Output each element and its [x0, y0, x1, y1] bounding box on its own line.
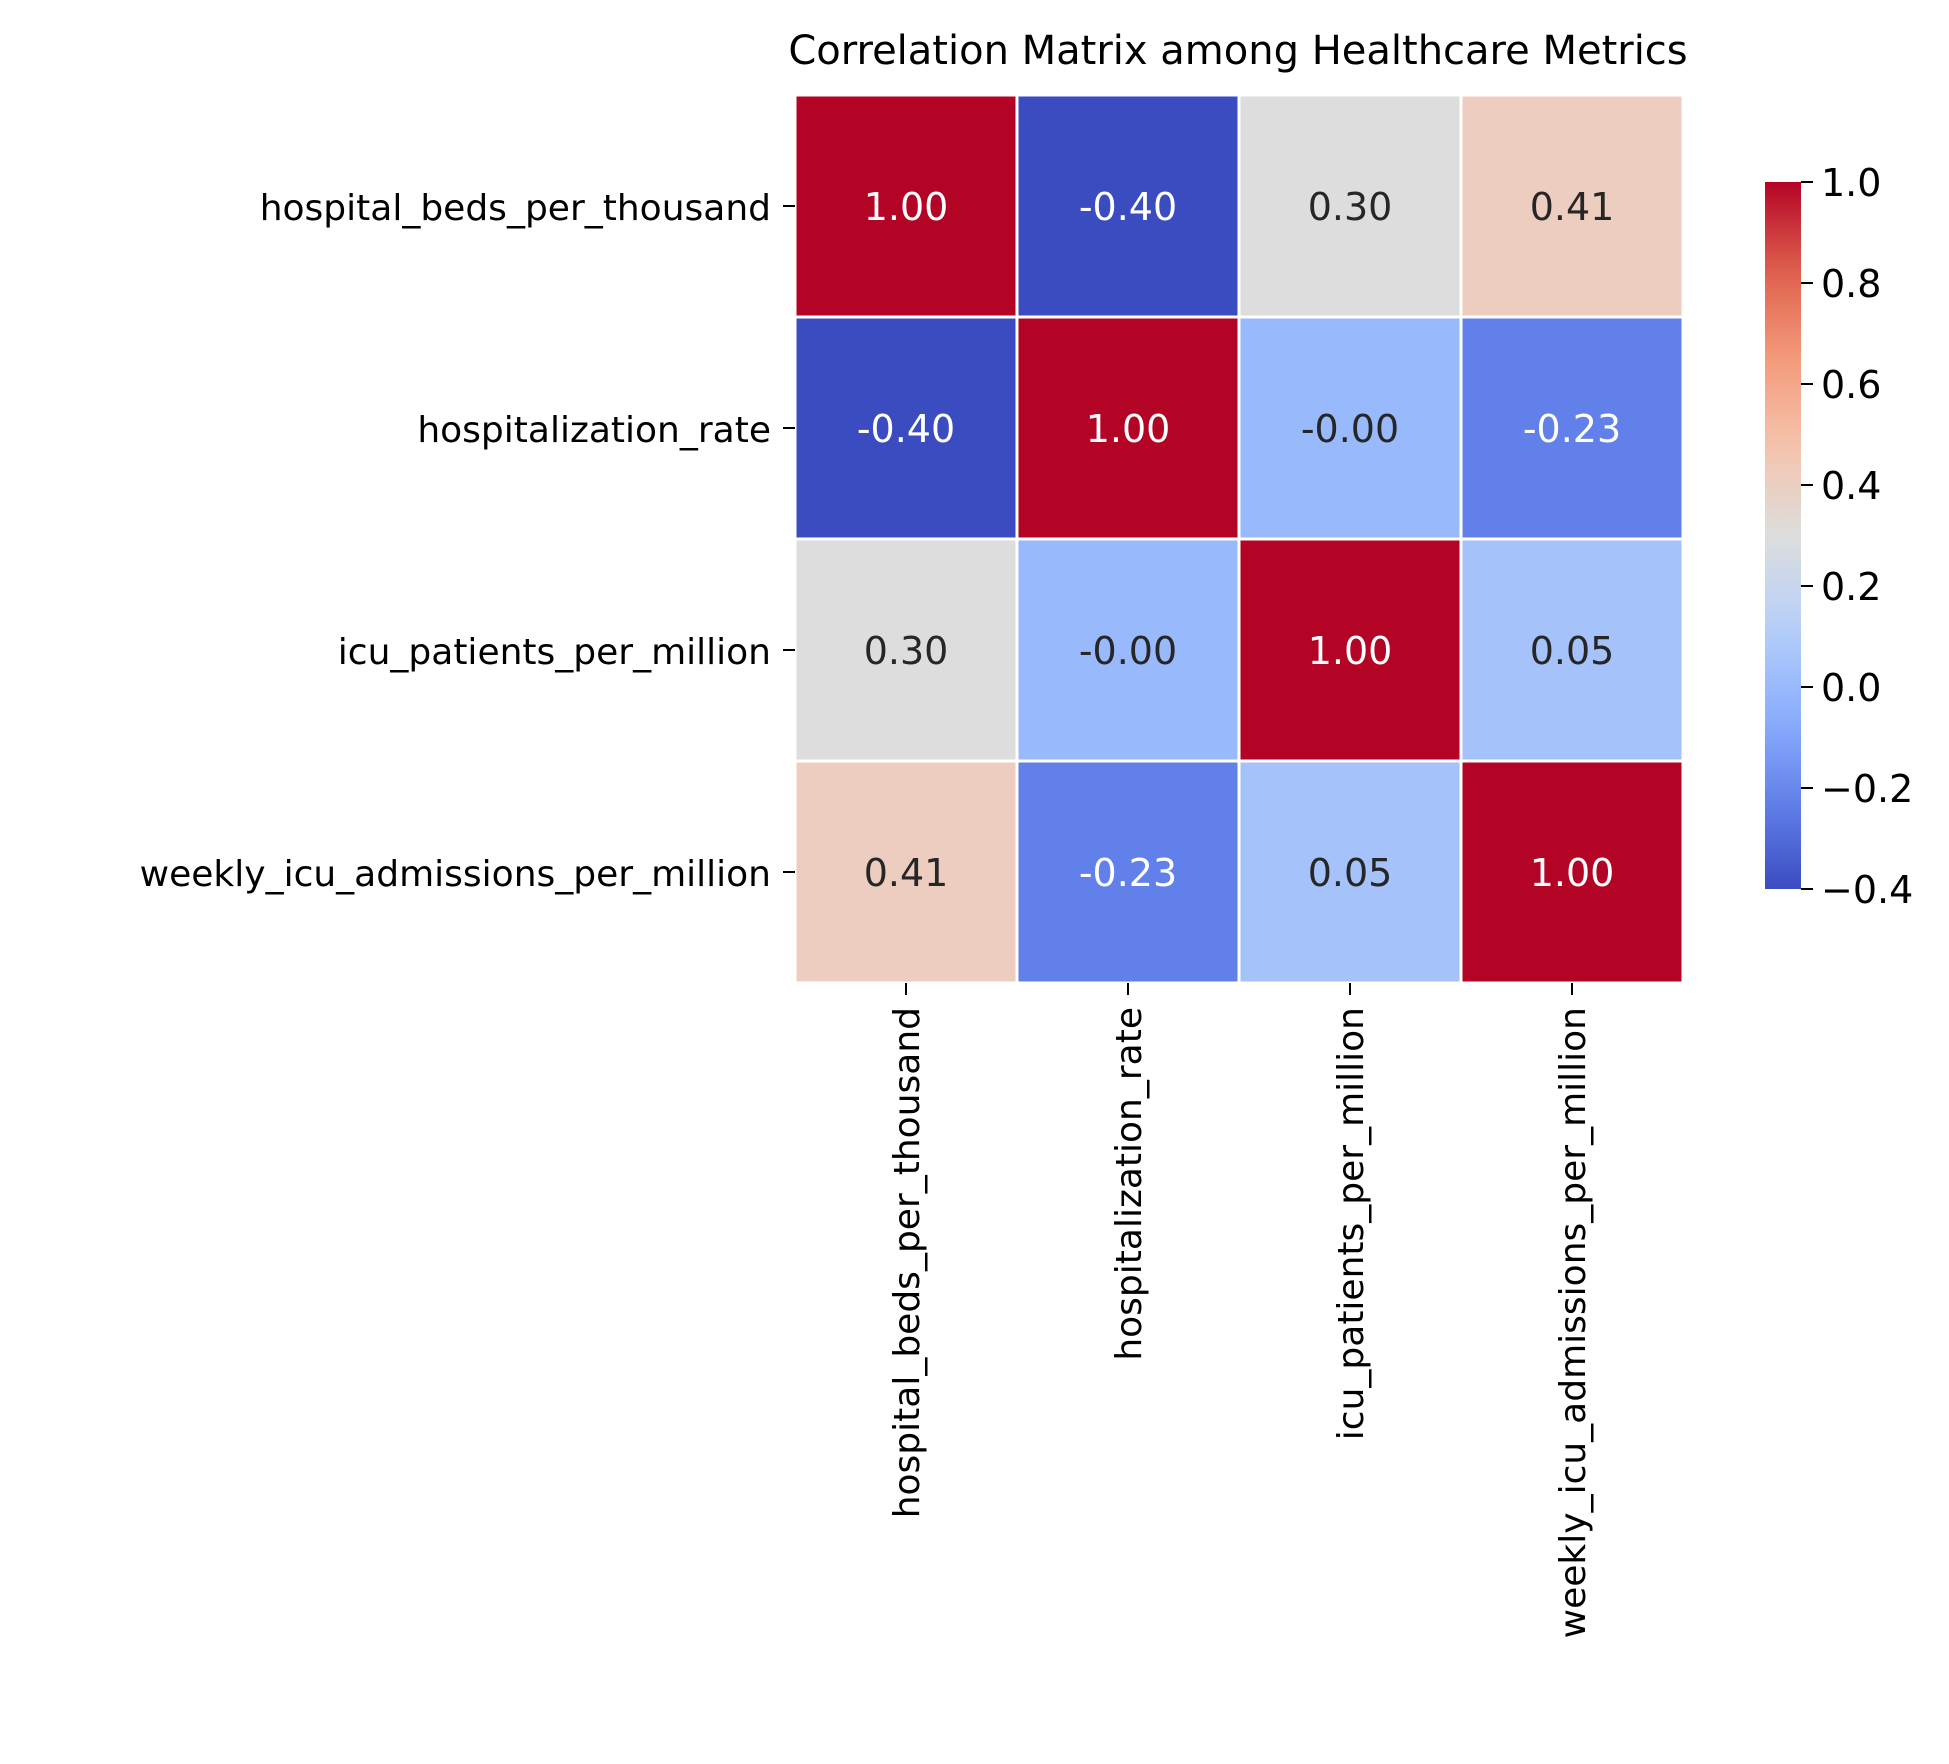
cell-annotation: -0.40: [1079, 185, 1177, 229]
cell-annotation: -0.23: [1079, 851, 1177, 895]
cell-annotation: 0.30: [864, 629, 949, 673]
cell-annotation: 1.00: [1086, 407, 1171, 451]
x-tick-label: icu_patients_per_million: [1331, 1007, 1372, 1440]
heatmap-cell: [1459, 315, 1685, 541]
heatmap-cell: [1459, 759, 1685, 985]
colorbar-tick-label: −0.2: [1821, 767, 1913, 811]
heatmap-cell: [1459, 537, 1685, 763]
x-tick-label: hospital_beds_per_thousand: [887, 1007, 928, 1518]
cell-annotation: 0.41: [864, 851, 949, 895]
cell-annotation: 0.05: [1530, 629, 1615, 673]
cell-annotation: 0.05: [1308, 851, 1393, 895]
heatmap-cell: [793, 759, 1019, 985]
x-tick-label: weekly_icu_admissions_per_million: [1553, 1007, 1594, 1638]
colorbar-tick-label: 0.8: [1821, 262, 1881, 306]
cell-annotation: 0.30: [1308, 185, 1393, 229]
heatmap-cell: [1015, 93, 1241, 319]
y-tick-label: hospital_beds_per_thousand: [260, 188, 771, 229]
colorbar-tick-label: 0.2: [1821, 565, 1881, 609]
cell-annotation: 1.00: [864, 185, 949, 229]
cell-annotation: 0.41: [1530, 185, 1615, 229]
cell-annotation: -0.00: [1301, 407, 1399, 451]
colorbar: 1.0 0.8 0.6 0.4 0.2 0.0 −0.2 −0.4: [1765, 161, 1913, 912]
colorbar-tick-label: 0.0: [1821, 666, 1881, 710]
cell-annotation: 1.00: [1308, 629, 1393, 673]
y-axis-ticks: hospital_beds_per_thousand hospitalizatio…: [140, 188, 795, 895]
heatmap-cell: [793, 315, 1019, 541]
x-axis-ticks: hospital_beds_per_thousand hospitalizatio…: [887, 983, 1594, 1638]
heatmap-cells: [793, 93, 1685, 985]
cell-annotations: 1.00 -0.40 0.30 0.41 -0.40 1.00 -0.00 -0.23 0.30…: [857, 185, 1621, 895]
cell-annotation: -0.23: [1523, 407, 1621, 451]
colorbar-tick-label: −0.4: [1821, 868, 1913, 912]
colorbar-tick-label: 1.0: [1821, 161, 1881, 205]
heatmap-cell: [1015, 759, 1241, 985]
heatmap-cell: [1237, 93, 1463, 319]
cell-annotation: -0.40: [857, 407, 955, 451]
heatmap-cell: [1015, 537, 1241, 763]
heatmap-cell: [1015, 315, 1241, 541]
cell-annotation: 1.00: [1530, 851, 1615, 895]
cell-annotation: -0.00: [1079, 629, 1177, 673]
y-tick-label: weekly_icu_admissions_per_million: [140, 854, 771, 895]
x-tick-label: hospitalization_rate: [1109, 1007, 1150, 1361]
colorbar-ticks: 1.0 0.8 0.6 0.4 0.2 0.0 −0.2 −0.4: [1801, 161, 1913, 912]
colorbar-tick-label: 0.4: [1821, 464, 1881, 508]
y-tick-label: hospitalization_rate: [417, 410, 771, 451]
heatmap-cell: [793, 93, 1019, 319]
heatmap-cell: [1459, 93, 1685, 319]
colorbar-tick-label: 0.6: [1821, 363, 1881, 407]
chart-title: Correlation Matrix among Healthcare Metr…: [788, 28, 1687, 74]
y-tick-label: icu_patients_per_million: [338, 632, 771, 673]
colorbar-gradient: [1765, 182, 1801, 889]
